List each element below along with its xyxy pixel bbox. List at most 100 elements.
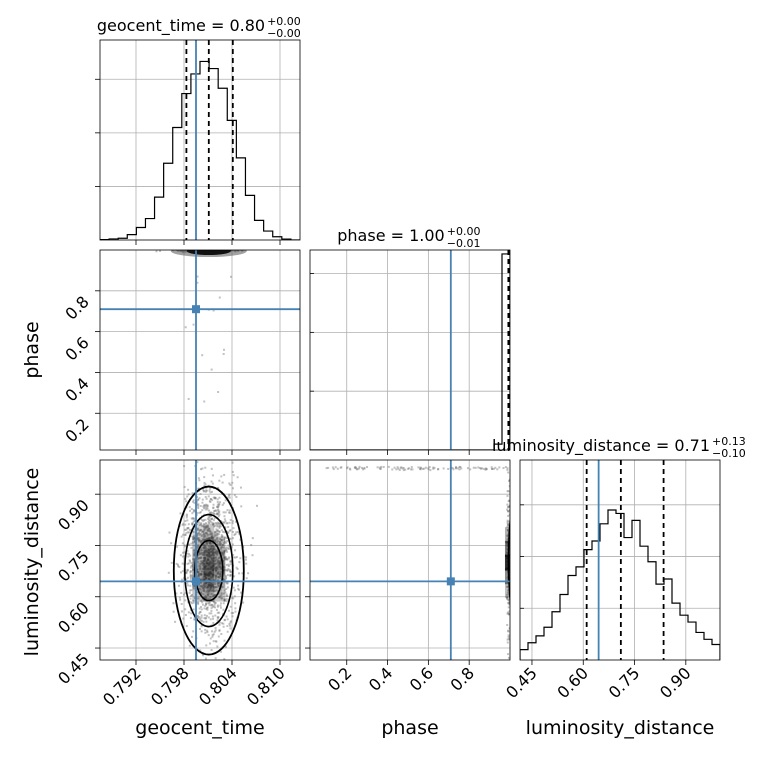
- sample-point: [210, 630, 213, 633]
- sample-point: [223, 589, 226, 592]
- sample-point: [190, 589, 193, 592]
- sample-point: [217, 515, 220, 518]
- sample-point: [204, 539, 207, 542]
- sample-point: [506, 576, 509, 579]
- sample-point: [361, 468, 364, 471]
- sample-point: [225, 593, 228, 596]
- sample-point: [498, 466, 501, 469]
- sample-point: [204, 527, 207, 530]
- sample-point: [222, 511, 225, 514]
- sample-point: [447, 467, 450, 470]
- sample-point: [200, 541, 203, 544]
- sample-point: [332, 468, 335, 471]
- sample-point: [208, 601, 211, 604]
- sample-point: [210, 535, 213, 538]
- sample-point: [193, 559, 196, 562]
- sample-point: [204, 657, 207, 660]
- sample-point: [508, 665, 510, 667]
- sample-point: [200, 541, 203, 544]
- density-cell: [214, 588, 226, 602]
- title-text: geocent_time = 0.80: [97, 16, 265, 36]
- y-tick-label: 0.60: [54, 598, 93, 637]
- sample-point: [211, 517, 214, 520]
- sample-point: [220, 593, 223, 596]
- sample-point: [216, 498, 219, 501]
- sample-point: [177, 584, 180, 587]
- sample-point: [211, 474, 214, 477]
- sample-point: [218, 581, 221, 584]
- sample-point: [469, 468, 472, 471]
- sample-point: [199, 591, 202, 594]
- sample-point: [205, 497, 208, 500]
- sample-point: [227, 609, 230, 612]
- sample-point: [220, 546, 223, 549]
- sample-point: [210, 511, 213, 514]
- sample-point: [380, 465, 383, 468]
- sample-point: [213, 563, 216, 566]
- sample-point: [217, 576, 220, 579]
- density-core: [186, 250, 231, 256]
- sample-point: [429, 469, 432, 472]
- sample-point: [387, 465, 390, 468]
- sample-point: [220, 597, 223, 600]
- sample-point: [196, 591, 199, 594]
- sample-point: [182, 555, 185, 558]
- sample-point: [221, 544, 224, 547]
- sample-point: [219, 566, 222, 569]
- sample-point: [423, 467, 426, 470]
- sample-point: [508, 480, 510, 483]
- sample-point: [201, 530, 204, 533]
- sample-point: [210, 603, 213, 606]
- sample-point: [508, 485, 510, 488]
- sample-point: [506, 529, 509, 532]
- sample-point: [214, 575, 217, 578]
- sample-point: [186, 582, 189, 585]
- sample-point: [228, 511, 231, 514]
- sample-point: [216, 512, 219, 515]
- sample-point: [199, 517, 202, 520]
- sample-point: [227, 511, 230, 514]
- sample-point: [234, 607, 237, 610]
- sample-point: [183, 544, 186, 547]
- sample-point: [437, 468, 440, 471]
- sample-point: [232, 597, 235, 600]
- sample-point: [218, 543, 221, 546]
- sample-point: [219, 594, 222, 597]
- sample-point: [477, 466, 480, 469]
- sample-point: [212, 522, 215, 525]
- sample-point: [189, 617, 192, 620]
- sample-point: [217, 522, 220, 525]
- sample-point: [213, 496, 216, 499]
- sample-point: [215, 589, 218, 592]
- sample-point: [212, 600, 215, 603]
- sample-point: [198, 607, 201, 610]
- sample-point: [216, 553, 219, 556]
- sample-point: [179, 554, 182, 557]
- sample-point: [354, 466, 357, 469]
- sample-point: [508, 505, 510, 508]
- sample-point: [209, 618, 212, 621]
- sample-point: [220, 535, 223, 538]
- sample-point: [203, 505, 206, 508]
- sample-point: [506, 503, 509, 506]
- sample-point: [203, 400, 206, 403]
- sample-point: [231, 470, 234, 473]
- sample-point: [197, 550, 200, 553]
- sample-point: [197, 573, 200, 576]
- sample-point: [220, 633, 223, 636]
- sample-point: [193, 554, 196, 557]
- sample-point: [205, 603, 208, 606]
- sample-point: [170, 542, 173, 545]
- sample-point: [197, 616, 200, 619]
- sample-point: [231, 522, 234, 525]
- sample-point: [190, 612, 193, 615]
- sample-point: [218, 419, 220, 421]
- density-cell: [214, 549, 226, 563]
- sample-point: [199, 610, 202, 613]
- sample-point: [190, 574, 193, 577]
- sample-point: [201, 501, 204, 504]
- sample-point: [216, 581, 219, 584]
- density-cell: [504, 540, 510, 557]
- sample-point: [184, 533, 187, 536]
- sample-point: [485, 468, 488, 471]
